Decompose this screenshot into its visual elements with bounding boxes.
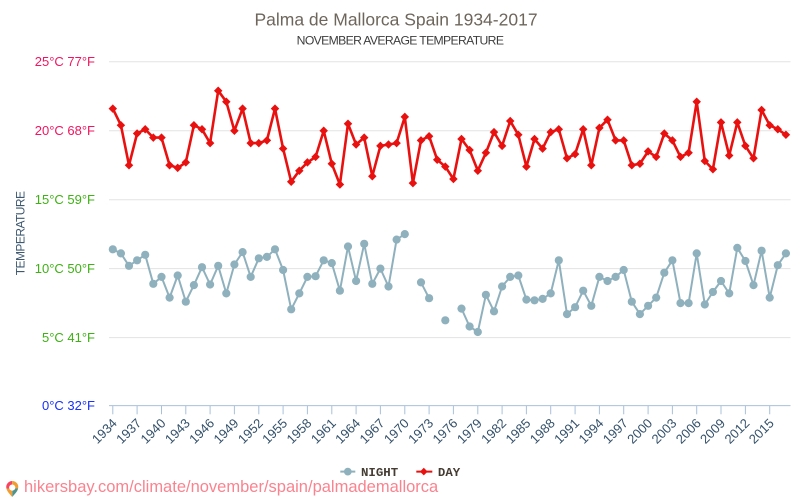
svg-text:TEMPERATURE: TEMPERATURE	[14, 191, 28, 275]
svg-text:0°C 32°F: 0°C 32°F	[42, 398, 95, 413]
svg-text:Palma de Mallorca Spain 1934-2: Palma de Mallorca Spain 1934-2017	[254, 10, 537, 30]
svg-text:5°C 41°F: 5°C 41°F	[42, 330, 95, 345]
svg-text:hikersbay.com/climate/november: hikersbay.com/climate/november/spain/pal…	[24, 478, 439, 496]
svg-text:DAY: DAY	[438, 466, 461, 480]
svg-text:NOVEMBER AVERAGE TEMPERATURE: NOVEMBER AVERAGE TEMPERATURE	[297, 34, 504, 48]
svg-text:10°C 50°F: 10°C 50°F	[35, 261, 95, 276]
svg-text:20°C 68°F: 20°C 68°F	[35, 123, 95, 138]
svg-text:NIGHT: NIGHT	[361, 466, 399, 480]
svg-text:25°C 77°F: 25°C 77°F	[35, 54, 95, 69]
svg-text:15°C 59°F: 15°C 59°F	[35, 192, 95, 207]
